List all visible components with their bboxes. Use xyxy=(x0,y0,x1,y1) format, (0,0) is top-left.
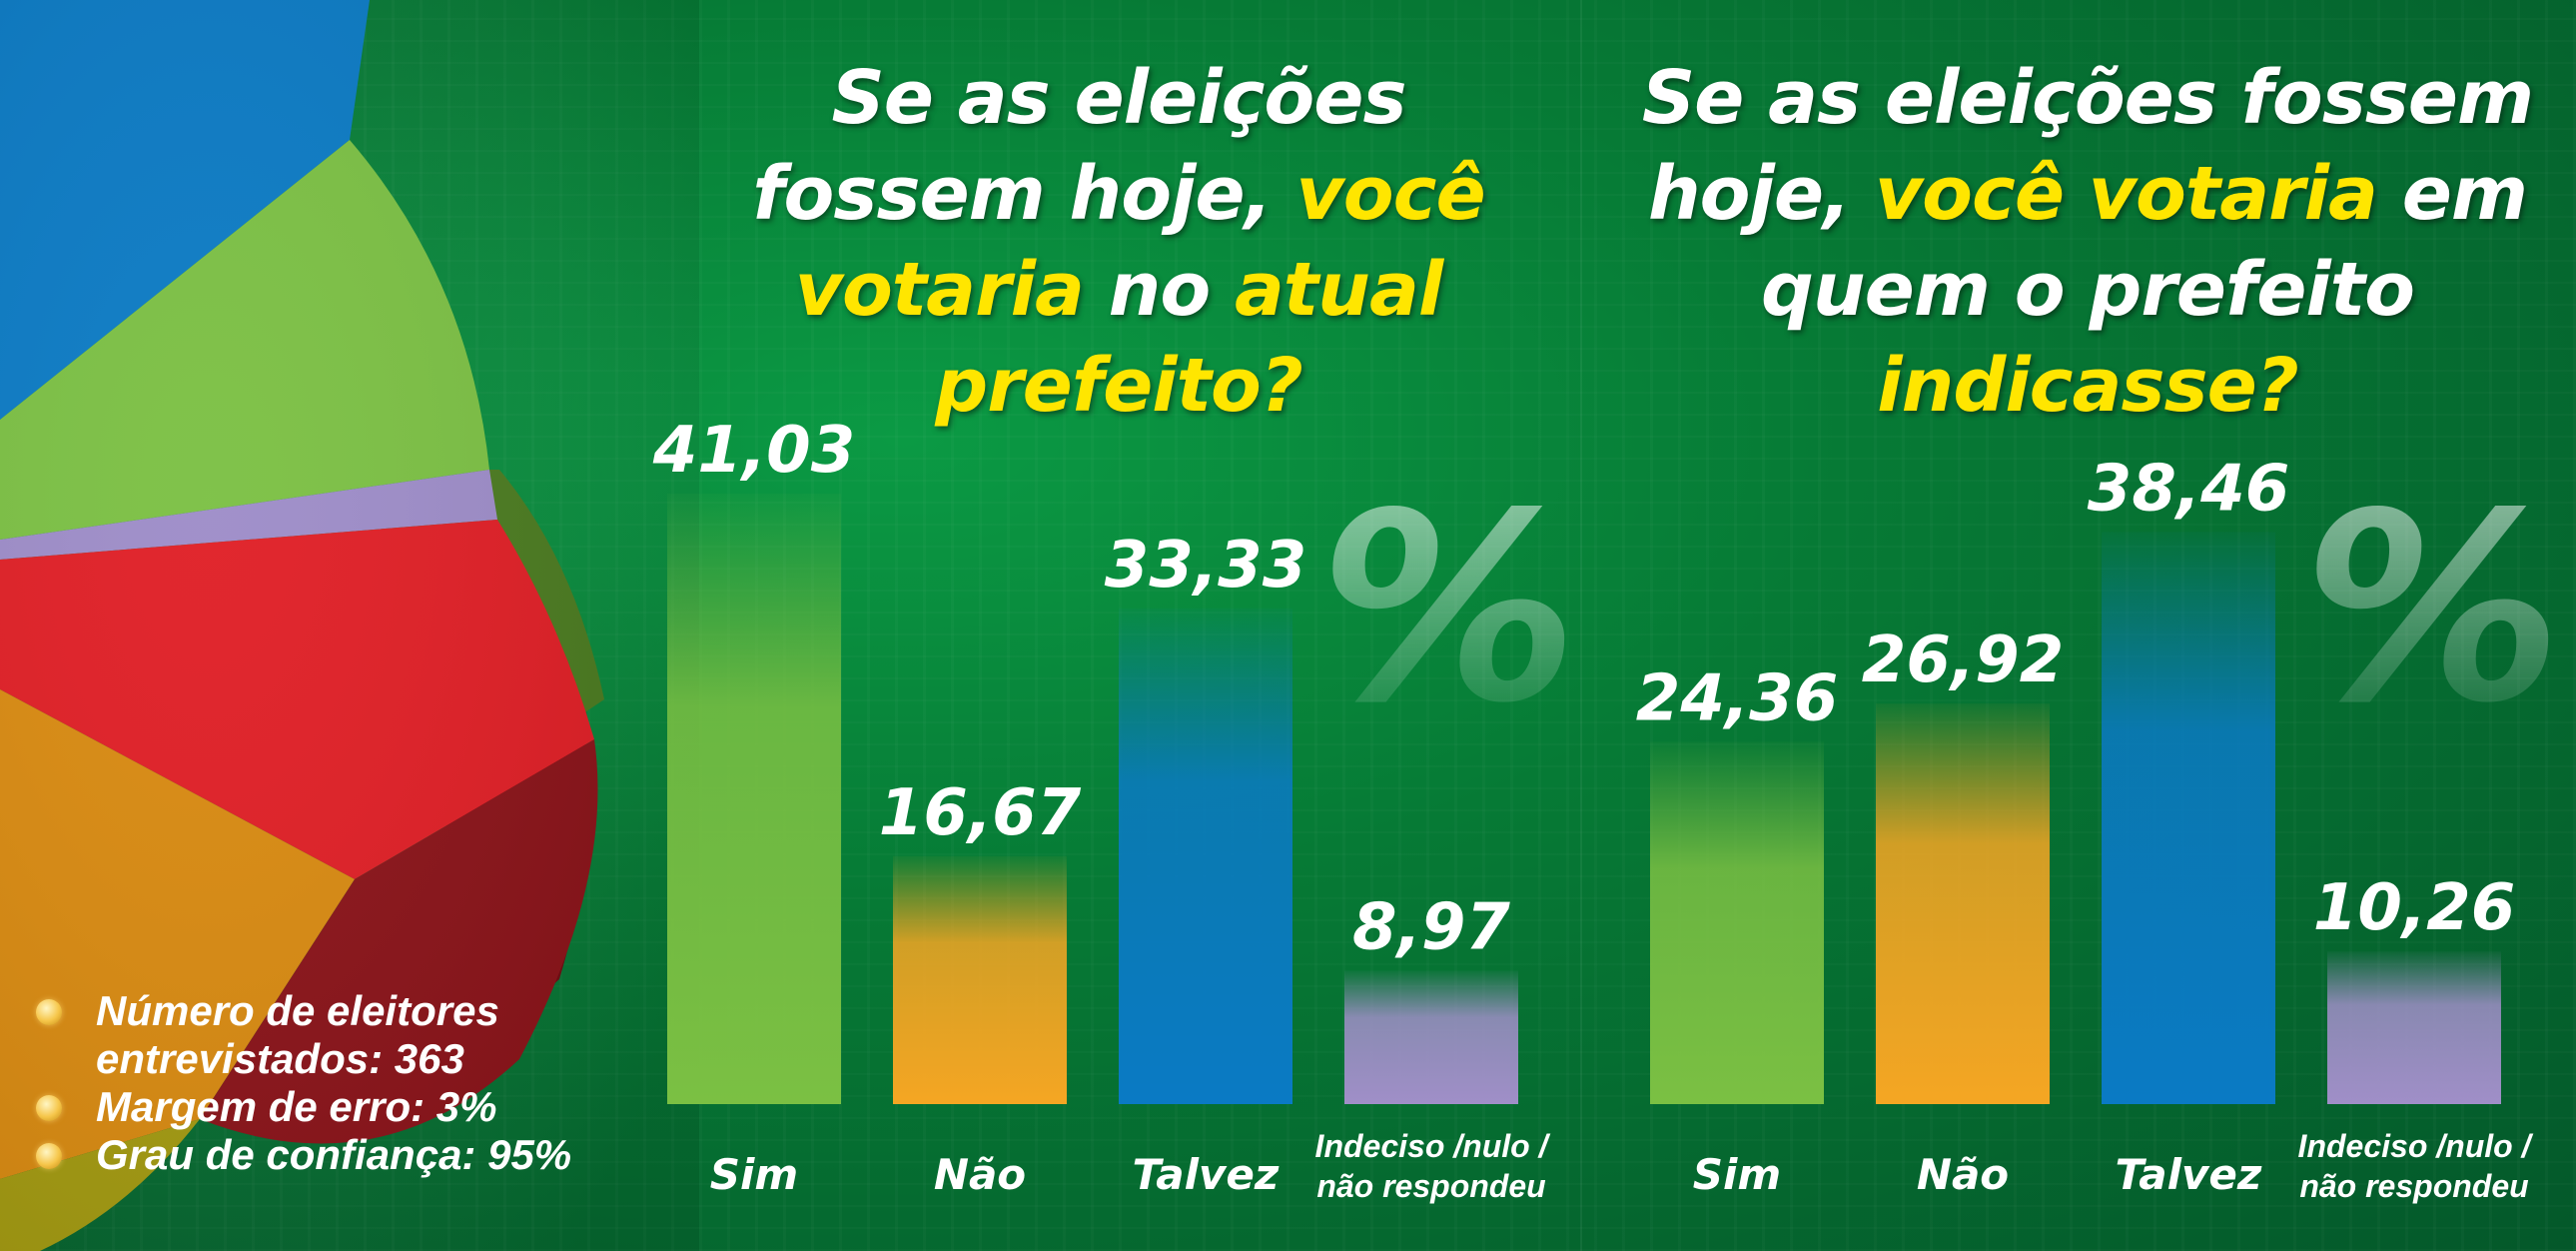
category-label-nao: Não xyxy=(934,1150,1026,1199)
value-label-talvez: 33,33 xyxy=(1105,529,1306,603)
chart-title-current-mayor: Se as eleições fossem hoje, você votaria… xyxy=(699,50,1538,434)
title-text: Se as eleições fossem hoje, xyxy=(1641,55,2534,237)
percent-symbol-2: % xyxy=(2302,459,2563,760)
bar-nao xyxy=(1876,703,2050,1104)
value-label-indeciso: 10,26 xyxy=(2313,871,2515,945)
bullet-icon xyxy=(36,1143,62,1169)
bar-sim xyxy=(1650,741,1824,1104)
category-label-talvez: Talvez xyxy=(2116,1150,2262,1199)
category-label-indeciso: não respondeu xyxy=(2299,1168,2528,1204)
value-label-sim: 41,03 xyxy=(652,414,855,488)
category-label-sim: Sim xyxy=(1693,1150,1781,1199)
title-highlight-text: atual prefeito? xyxy=(935,247,1443,429)
value-label-talvez: 38,46 xyxy=(2088,452,2289,526)
value-label-nao: 26,92 xyxy=(1862,624,2064,697)
value-label-sim: 24,36 xyxy=(1636,661,1838,735)
category-label-indeciso: Indeciso /nulo / xyxy=(2298,1128,2534,1164)
title-text: Se as eleições fossem hoje, xyxy=(752,55,1406,237)
survey-info-item: Margem de erro: 3% xyxy=(36,1083,635,1131)
chart-title-mayor-endorsement: Se as eleições fossem hoje, você votaria… xyxy=(1638,50,2537,434)
title-highlight-text: indicasse? xyxy=(1877,343,2298,429)
category-label-indeciso: Indeciso /nulo / xyxy=(1315,1128,1551,1164)
bar-talvez xyxy=(2102,532,2275,1104)
value-label-indeciso: 8,97 xyxy=(1352,890,1510,964)
title-highlight-text: você votaria xyxy=(794,151,1486,333)
bar-nao xyxy=(893,855,1067,1104)
bullet-icon xyxy=(36,999,62,1025)
category-label-talvez: Talvez xyxy=(1133,1150,1280,1199)
survey-info-item: Grau de confiança: 95% xyxy=(36,1131,635,1179)
title-text: em quem o prefeito xyxy=(1761,151,2528,333)
bullet-icon xyxy=(36,1095,62,1121)
bar-talvez xyxy=(1119,608,1292,1104)
survey-sample-size: Número de eleitores entrevistados: 363 xyxy=(96,987,499,1082)
value-label-nao: 16,67 xyxy=(879,776,1082,850)
survey-confidence-level: Grau de confiança: 95% xyxy=(96,1131,572,1178)
bar-indeciso xyxy=(1344,970,1518,1104)
title-highlight-text: você votaria xyxy=(1874,151,2378,237)
panel-divider xyxy=(1580,0,1582,1251)
survey-info-list: Número de eleitores entrevistados: 363 M… xyxy=(36,987,635,1179)
bar-indeciso xyxy=(2327,951,2501,1104)
percent-symbol-1: % xyxy=(1318,459,1579,760)
decorative-pie-chart xyxy=(0,0,699,1251)
survey-margin-of-error: Margem de erro: 3% xyxy=(96,1083,497,1130)
category-label-indeciso: não respondeu xyxy=(1316,1168,1545,1204)
category-label-nao: Não xyxy=(1917,1150,2009,1199)
category-label-sim: Sim xyxy=(710,1150,798,1199)
survey-info-item: Número de eleitores entrevistados: 363 xyxy=(36,987,635,1083)
bar-sim xyxy=(667,494,841,1104)
title-text: no xyxy=(1083,247,1235,333)
